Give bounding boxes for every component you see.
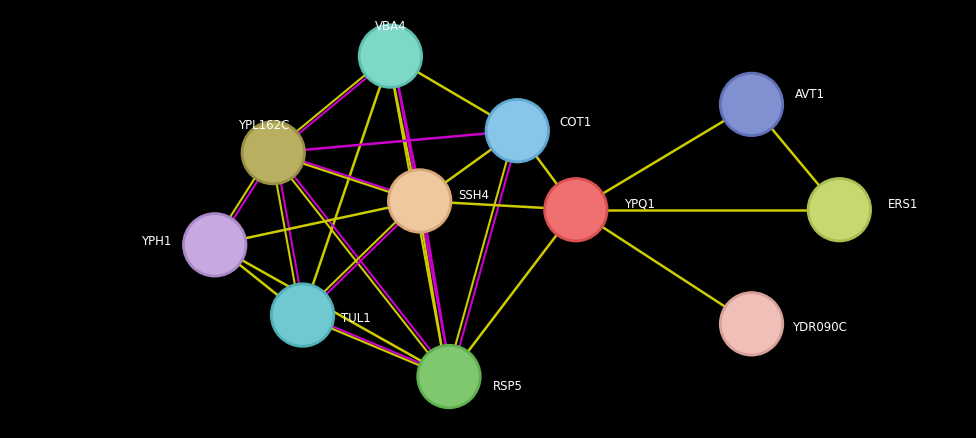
Text: YPQ1: YPQ1 bbox=[624, 197, 655, 210]
Text: SSH4: SSH4 bbox=[458, 188, 489, 201]
Ellipse shape bbox=[720, 293, 783, 355]
Text: VBA4: VBA4 bbox=[375, 20, 406, 33]
Text: ERS1: ERS1 bbox=[887, 197, 918, 210]
Text: YPL162C: YPL162C bbox=[238, 118, 289, 131]
Ellipse shape bbox=[720, 74, 783, 136]
Ellipse shape bbox=[388, 170, 451, 233]
Text: YDR090C: YDR090C bbox=[793, 320, 847, 333]
Ellipse shape bbox=[359, 26, 422, 88]
Text: COT1: COT1 bbox=[559, 116, 592, 129]
Ellipse shape bbox=[183, 214, 246, 276]
Text: TUL1: TUL1 bbox=[342, 311, 371, 324]
Ellipse shape bbox=[545, 179, 607, 241]
Ellipse shape bbox=[418, 346, 480, 408]
Text: RSP5: RSP5 bbox=[493, 379, 522, 392]
Text: AVT1: AVT1 bbox=[795, 88, 825, 101]
Ellipse shape bbox=[271, 284, 334, 346]
Text: YPH1: YPH1 bbox=[141, 234, 172, 247]
Ellipse shape bbox=[242, 122, 305, 184]
Ellipse shape bbox=[808, 179, 871, 241]
Ellipse shape bbox=[486, 100, 549, 162]
